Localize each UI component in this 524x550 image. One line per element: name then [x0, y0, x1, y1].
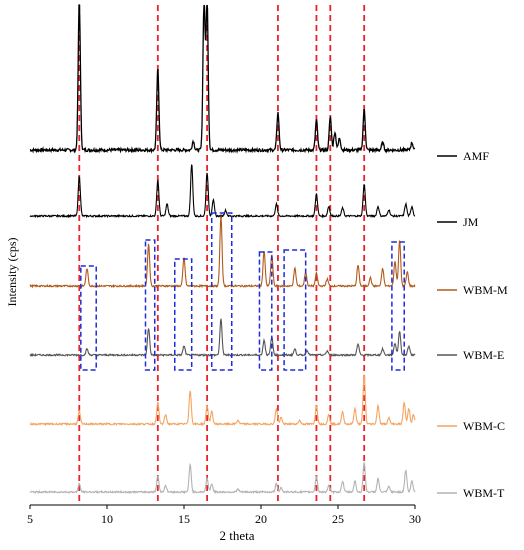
series-line-jm — [29, 164, 416, 219]
highlight-boxes — [80, 212, 405, 371]
highlight-box — [283, 249, 307, 371]
highlight-box — [391, 241, 405, 371]
x-tick-label: 15 — [178, 512, 190, 526]
highlight-box — [144, 239, 156, 371]
series-line-amf — [29, 4, 416, 154]
series-traces — [29, 4, 416, 495]
series-line-wbm-c — [29, 374, 416, 427]
x-axis — [29, 504, 416, 509]
highlight-box — [174, 258, 193, 371]
series-line-wbm-m — [29, 215, 416, 289]
highlight-box — [80, 265, 97, 371]
x-tick-labels: 5 10 15 20 25 30 — [27, 512, 421, 526]
legend-label-wbm-t: WBM-T — [463, 486, 505, 500]
x-tick-label: 10 — [101, 512, 113, 526]
x-tick-label: 30 — [409, 512, 421, 526]
legend: AMF JM WBM-M WBM-E WBM-C WBM-T — [437, 149, 508, 500]
legend-label-amf: AMF — [463, 149, 489, 163]
series-line-wbm-e — [29, 318, 416, 358]
x-axis-label: 2 theta — [219, 528, 254, 543]
reference-lines — [78, 5, 366, 505]
y-axis-label: Intensity (cps) — [5, 238, 19, 307]
legend-label-wbm-e: WBM-E — [463, 348, 504, 362]
x-tick-label: 25 — [332, 512, 344, 526]
highlight-box — [258, 251, 273, 371]
legend-label-jm: JM — [463, 215, 479, 229]
x-tick-label: 5 — [27, 512, 33, 526]
highlight-box — [210, 212, 233, 371]
legend-label-wbm-c: WBM-C — [463, 419, 505, 433]
x-tick-label: 20 — [255, 512, 267, 526]
legend-label-wbm-m: WBM-M — [463, 283, 508, 297]
series-line-wbm-t — [29, 462, 416, 495]
